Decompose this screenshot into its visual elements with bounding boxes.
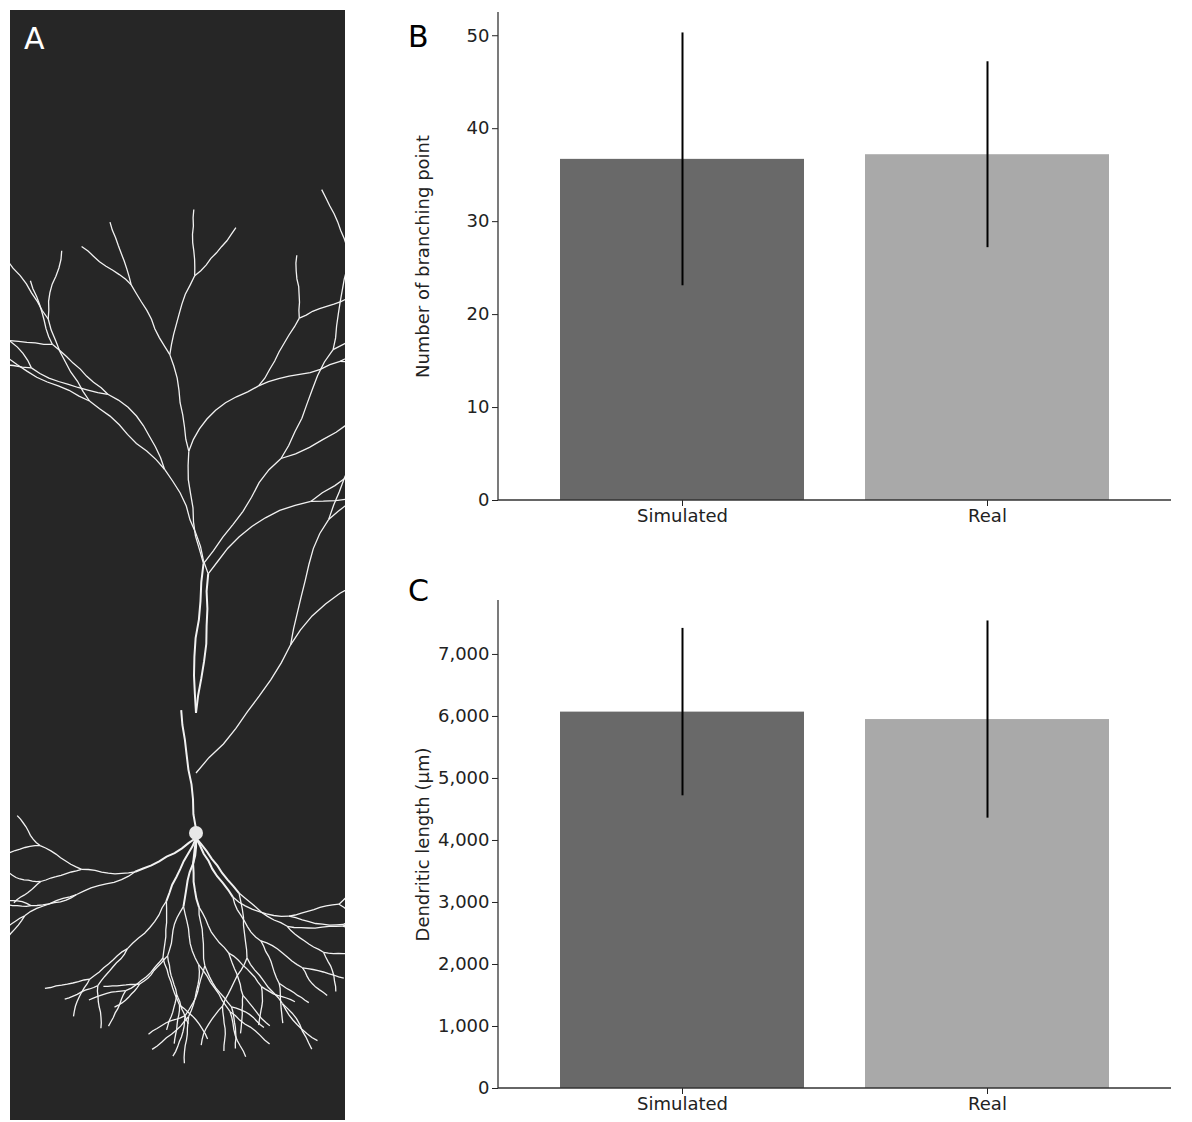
svg-text:0: 0 [478, 489, 489, 510]
svg-text:7,000: 7,000 [438, 643, 490, 664]
svg-text:5,000: 5,000 [438, 767, 490, 788]
svg-text:Real: Real [968, 1093, 1007, 1114]
svg-text:Real: Real [968, 505, 1007, 526]
svg-text:40: 40 [467, 117, 490, 138]
svg-text:50: 50 [467, 24, 490, 45]
svg-text:0: 0 [478, 1077, 489, 1098]
svg-text:Number of branching point: Number of branching point [412, 135, 433, 378]
html-text:C: C [408, 573, 429, 608]
svg-text:Simulated: Simulated [637, 1093, 728, 1114]
svg-text:Simulated: Simulated [637, 505, 728, 526]
svg-text:2,000: 2,000 [438, 953, 490, 974]
svg-text:30: 30 [467, 210, 490, 231]
html-text:B: B [408, 19, 429, 54]
svg-text:Dendritic length (µm): Dendritic length (µm) [412, 748, 433, 942]
svg-text:4,000: 4,000 [438, 829, 490, 850]
svg-text:3,000: 3,000 [438, 891, 490, 912]
svg-text:6,000: 6,000 [438, 705, 490, 726]
html-text:A: A [24, 21, 45, 56]
svg-text:20: 20 [467, 303, 490, 324]
svg-text:10: 10 [467, 396, 490, 417]
svg-text:1,000: 1,000 [438, 1015, 490, 1036]
